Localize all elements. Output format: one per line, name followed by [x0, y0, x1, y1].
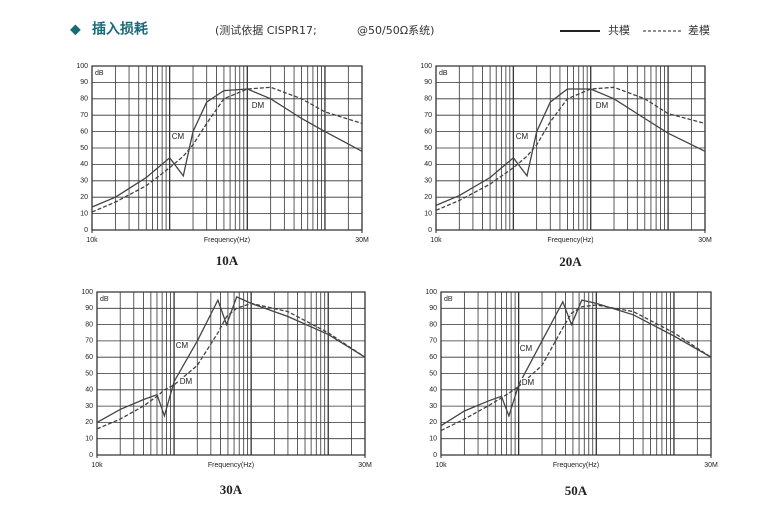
y-tick-label: 40 — [429, 387, 437, 394]
series-label: DM — [522, 378, 535, 387]
y-tick-label: 20 — [85, 419, 93, 426]
label-bg — [175, 341, 189, 351]
y-tick-label: 90 — [429, 305, 437, 312]
series-label: DM — [180, 377, 193, 386]
x-tick-label: 10k — [430, 237, 442, 244]
y-tick-label: 90 — [85, 305, 93, 312]
x-axis-label: Frequency(Hz) — [547, 237, 593, 244]
y-tick-label: 20 — [424, 194, 432, 201]
y-tick-label: 20 — [429, 419, 437, 426]
series-label: CM — [516, 132, 529, 141]
label-bg — [179, 377, 193, 387]
series-label: CM — [520, 344, 533, 353]
y-tick-label: 10 — [85, 436, 93, 443]
y-tick-label: 50 — [80, 145, 88, 152]
note: (测试依据 CISPR17; — [215, 23, 317, 37]
y-tick-label: 80 — [424, 96, 432, 103]
y-unit: dB — [95, 70, 104, 77]
series-label: DM — [596, 101, 609, 110]
legend-label: 共模 — [608, 24, 630, 37]
bullet: ◆ — [70, 21, 81, 37]
y-tick-label: 100 — [81, 289, 93, 296]
y-tick-label: 20 — [80, 194, 88, 201]
caption: 10A — [216, 253, 239, 268]
series-label: CM — [172, 132, 185, 141]
series-line — [96, 302, 366, 430]
y-tick-label: 90 — [80, 79, 88, 86]
y-tick-label: 30 — [80, 178, 88, 185]
y-tick-label: 50 — [85, 370, 93, 377]
label-bg — [595, 101, 609, 111]
y-tick-label: 70 — [80, 112, 88, 119]
y-tick-label: 70 — [424, 112, 432, 119]
x-tick-label: 30M — [704, 462, 718, 469]
x-tick-label: 10k — [435, 462, 447, 469]
y-tick-label: 80 — [80, 96, 88, 103]
y-tick-label: 40 — [424, 161, 432, 168]
y-tick-label: 30 — [424, 178, 432, 185]
y-tick-label: 0 — [428, 227, 432, 234]
x-tick-label: 30M — [358, 462, 372, 469]
y-tick-label: 100 — [76, 63, 88, 70]
series-line — [91, 88, 363, 208]
y-tick-label: 60 — [85, 354, 93, 361]
y-tick-label: 0 — [433, 452, 437, 459]
legend-label: 差模 — [688, 23, 710, 37]
series-label: CM — [176, 341, 189, 350]
y-tick-label: 10 — [424, 210, 432, 217]
y-tick-label: 60 — [429, 354, 437, 361]
x-tick-label: 30M — [698, 237, 712, 244]
label-bg — [251, 101, 265, 111]
y-tick-label: 70 — [429, 338, 437, 345]
y-tick-label: 60 — [424, 128, 432, 135]
y-tick-label: 50 — [429, 370, 437, 377]
y-tick-label: 30 — [85, 403, 93, 410]
note: @50/50Ω系统) — [357, 24, 434, 37]
series-line — [440, 304, 712, 432]
x-tick-label: 10k — [91, 462, 103, 469]
y-tick-label: 10 — [429, 436, 437, 443]
label-bg — [521, 378, 535, 388]
y-tick-label: 40 — [80, 161, 88, 168]
x-axis-label: Frequency(Hz) — [204, 237, 250, 244]
y-unit: dB — [100, 296, 109, 303]
y-tick-label: 80 — [85, 321, 93, 328]
y-tick-label: 0 — [84, 227, 88, 234]
x-tick-label: 30M — [355, 237, 369, 244]
caption: 50A — [565, 483, 588, 498]
caption: 20A — [559, 254, 582, 269]
y-tick-label: 60 — [80, 128, 88, 135]
y-tick-label: 80 — [429, 321, 437, 328]
x-axis-label: Frequency(Hz) — [553, 462, 599, 469]
label-bg — [515, 132, 529, 142]
y-unit: dB — [439, 70, 448, 77]
y-tick-label: 70 — [85, 338, 93, 345]
x-tick-label: 10k — [86, 237, 98, 244]
series-line — [96, 296, 366, 423]
y-tick-label: 100 — [420, 63, 432, 70]
y-tick-label: 30 — [429, 403, 437, 410]
title: 插入损耗 — [92, 21, 148, 37]
y-tick-label: 90 — [424, 79, 432, 86]
series-line — [435, 86, 706, 211]
label-bg — [519, 344, 533, 354]
series-line — [440, 299, 712, 427]
y-tick-label: 10 — [80, 210, 88, 217]
x-axis-label: Frequency(Hz) — [208, 462, 254, 469]
y-tick-label: 100 — [425, 289, 437, 296]
series-line — [435, 88, 706, 206]
y-unit: dB — [444, 296, 453, 303]
series-label: DM — [252, 101, 265, 110]
label-bg — [171, 132, 185, 142]
series-line — [91, 86, 363, 213]
y-tick-label: 0 — [89, 452, 93, 459]
caption: 30A — [220, 482, 243, 497]
y-tick-label: 50 — [424, 145, 432, 152]
y-tick-label: 40 — [85, 387, 93, 394]
